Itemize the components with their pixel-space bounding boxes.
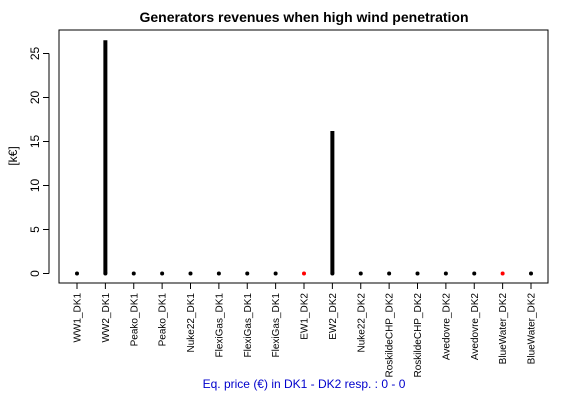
- data-point: [443, 271, 448, 276]
- x-tick-label: Avedovre_DK2: [441, 293, 452, 361]
- x-tick-label: Peako_DK1: [158, 293, 169, 347]
- y-tick-label: 20: [28, 91, 42, 105]
- data-point: [302, 271, 306, 276]
- data-point: [160, 271, 165, 276]
- x-tick-label: Nuke22_DK1: [186, 293, 197, 353]
- data-point: [500, 271, 505, 276]
- x-tick-label: FlexiGas_DK1: [214, 293, 225, 358]
- data-point: [358, 271, 363, 276]
- x-tick-label: Avedovre_DK2: [470, 293, 481, 361]
- x-tick-label: WW1_DK1: [73, 293, 84, 343]
- x-axis-subtitle: Eq. price (€) in DK1 - DK2 resp. : 0 - 0: [203, 377, 406, 391]
- data-point: [75, 271, 79, 276]
- chart-title: Generators revenues when high wind penet…: [139, 9, 468, 25]
- data-point: [131, 271, 136, 276]
- data-point: [273, 271, 278, 276]
- x-tick-label: RoskildeCHP_DK2: [385, 293, 396, 378]
- y-tick-label: 5: [28, 226, 42, 233]
- plot-frame: [58, 29, 549, 284]
- data-point: [415, 271, 420, 276]
- x-tick-label: EW1_DK2: [300, 293, 311, 340]
- data-point: [472, 271, 477, 276]
- y-axis-label: [k€]: [6, 146, 20, 165]
- x-tick-label: Peako_DK1: [129, 293, 140, 347]
- data-point: [330, 271, 335, 276]
- y-axis: 0 5 10 15 20 25: [28, 47, 49, 277]
- y-tick-label: 15: [28, 135, 42, 149]
- x-tick-label: RoskildeCHP_DK2: [413, 293, 424, 378]
- y-tick-label: 10: [28, 179, 42, 193]
- x-tick-label: BlueWater_DK2: [527, 293, 538, 365]
- data-point: [387, 271, 392, 276]
- x-axis: WW1_DK1 WW2_DK1 Peako_DK1 Peako_DK1 Nuke22_D…: [73, 283, 538, 377]
- data-point: [103, 271, 108, 276]
- y-tick-label: 25: [28, 47, 42, 61]
- x-tick-label: Nuke22_DK2: [356, 293, 367, 353]
- data-point: [216, 271, 221, 276]
- series-bars: [103, 40, 335, 274]
- x-tick-label: FlexiGas_DK1: [271, 293, 282, 358]
- data-point: [245, 271, 250, 276]
- x-tick-label: BlueWater_DK2: [498, 293, 509, 365]
- x-tick-label: WW2_DK1: [101, 293, 112, 343]
- y-tick-label: 0: [28, 270, 42, 277]
- x-tick-label: FlexiGas_DK1: [243, 293, 254, 358]
- data-point: [188, 271, 193, 276]
- x-tick-label: EW2_DK2: [328, 293, 339, 340]
- series-points: [75, 271, 533, 276]
- data-point: [529, 271, 533, 276]
